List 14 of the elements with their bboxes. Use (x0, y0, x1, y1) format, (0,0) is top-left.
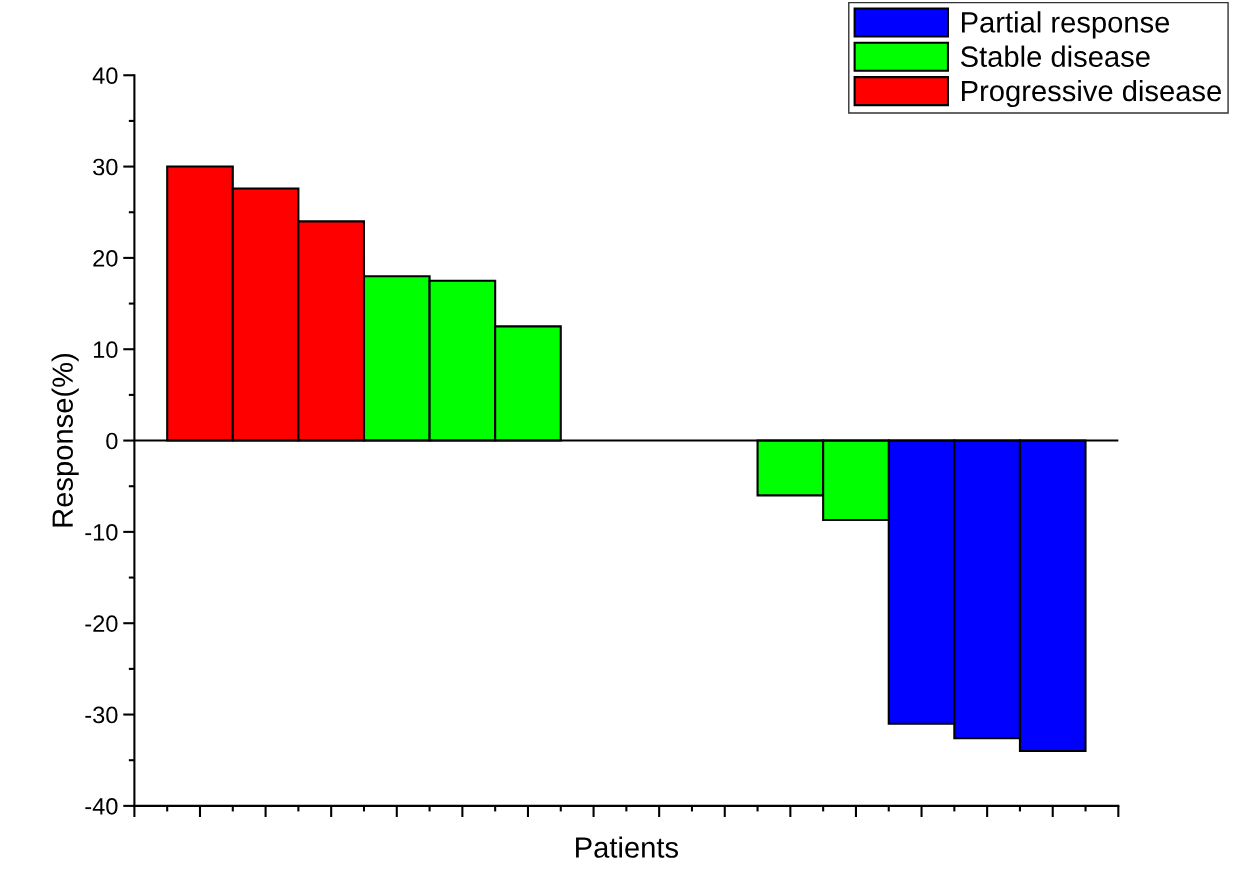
y-tick-label: 30 (93, 158, 118, 176)
y-tick-label: 10 (93, 341, 118, 359)
y-tick-label: 40 (92, 67, 118, 85)
y-tick-label: -20 (85, 615, 118, 633)
y-axis-title: Response(%) (51, 354, 79, 527)
y-tick-label: -10 (85, 523, 118, 541)
legend-label: Progressive disease (962, 79, 1221, 108)
legend-label: Stable disease (960, 45, 1150, 68)
legend-label: Partial response (962, 11, 1170, 39)
y-tick-label: -40 (85, 797, 118, 815)
y-tick-label: 0 (106, 432, 118, 450)
y-tick-label: -30 (85, 706, 118, 724)
y-tick-label: 20 (93, 249, 118, 267)
x-axis-title: Patients (576, 836, 679, 858)
